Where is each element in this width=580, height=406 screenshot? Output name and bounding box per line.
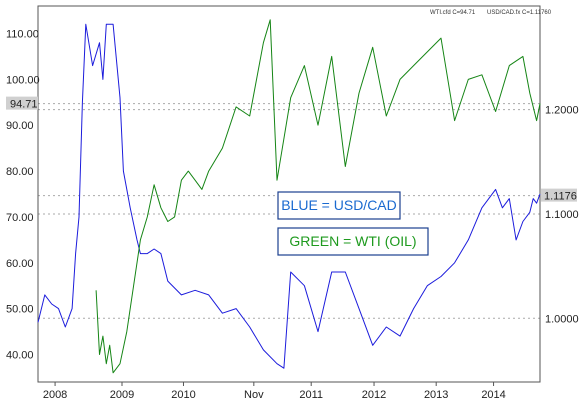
x-tick-label: 2008 <box>43 389 67 401</box>
legend-blue-label: BLUE = USD/CAD <box>281 197 397 213</box>
right-tick-label: 1.2000 <box>545 105 579 117</box>
left-tick-label: 60.00 <box>6 258 34 270</box>
left-tick-label: 100.00 <box>6 74 40 86</box>
right-last-value-marker: 1.1176 <box>541 188 577 203</box>
left-axis-ticks: 40.00 50.00 60.00 70.00 80.00 90.00 100.00 110.… <box>6 29 40 362</box>
x-tick-label: 2009 <box>110 389 134 401</box>
usd-cad-series-line <box>37 23 541 369</box>
legend-green-label: GREEN = WTI (OIL) <box>289 233 416 249</box>
left-tick-label: 90.00 <box>6 120 34 132</box>
right-tick-label: 1.0000 <box>545 313 579 325</box>
left-last-value-label: 94.71 <box>10 99 38 111</box>
x-axis-ticks: 2008 2009 2010 Nov 2011 2012 2013 2014 <box>43 382 506 401</box>
legend-box-green: GREEN = WTI (OIL) <box>277 227 429 256</box>
legend-green-border <box>277 227 429 256</box>
x-tick-label: 2014 <box>481 389 505 401</box>
right-last-value-box <box>541 188 577 202</box>
x-tick-label: 2010 <box>171 389 195 401</box>
left-tick-label: 110.00 <box>6 29 39 41</box>
left-tick-label: 40.00 <box>6 349 34 361</box>
right-axis-ticks: 1.0000 1.1000 1.2000 <box>545 105 579 326</box>
left-tick-label: 80.00 <box>6 166 34 178</box>
header-right-text: USD/CAD.fx C=1.11760 <box>487 10 552 16</box>
right-last-value-label: 1.1176 <box>544 191 577 203</box>
x-tick-label: 2012 <box>362 389 386 401</box>
x-tick-label: Nov <box>244 389 264 401</box>
header-left-text: WTI.cfd C=94.71 <box>430 10 476 16</box>
left-tick-label: 70.00 <box>6 212 34 224</box>
wti-series-line <box>95 19 541 374</box>
left-last-value-marker: 94.71 <box>6 96 38 111</box>
left-last-value-box <box>6 96 38 110</box>
x-tick-label: 2011 <box>299 389 323 401</box>
legend-blue-border <box>277 191 401 220</box>
x-tick-label: 2013 <box>424 389 448 401</box>
left-tick-label: 50.00 <box>6 304 34 316</box>
right-tick-label: 1.1000 <box>545 209 579 221</box>
legend-box-blue: BLUE = USD/CAD <box>277 191 401 220</box>
